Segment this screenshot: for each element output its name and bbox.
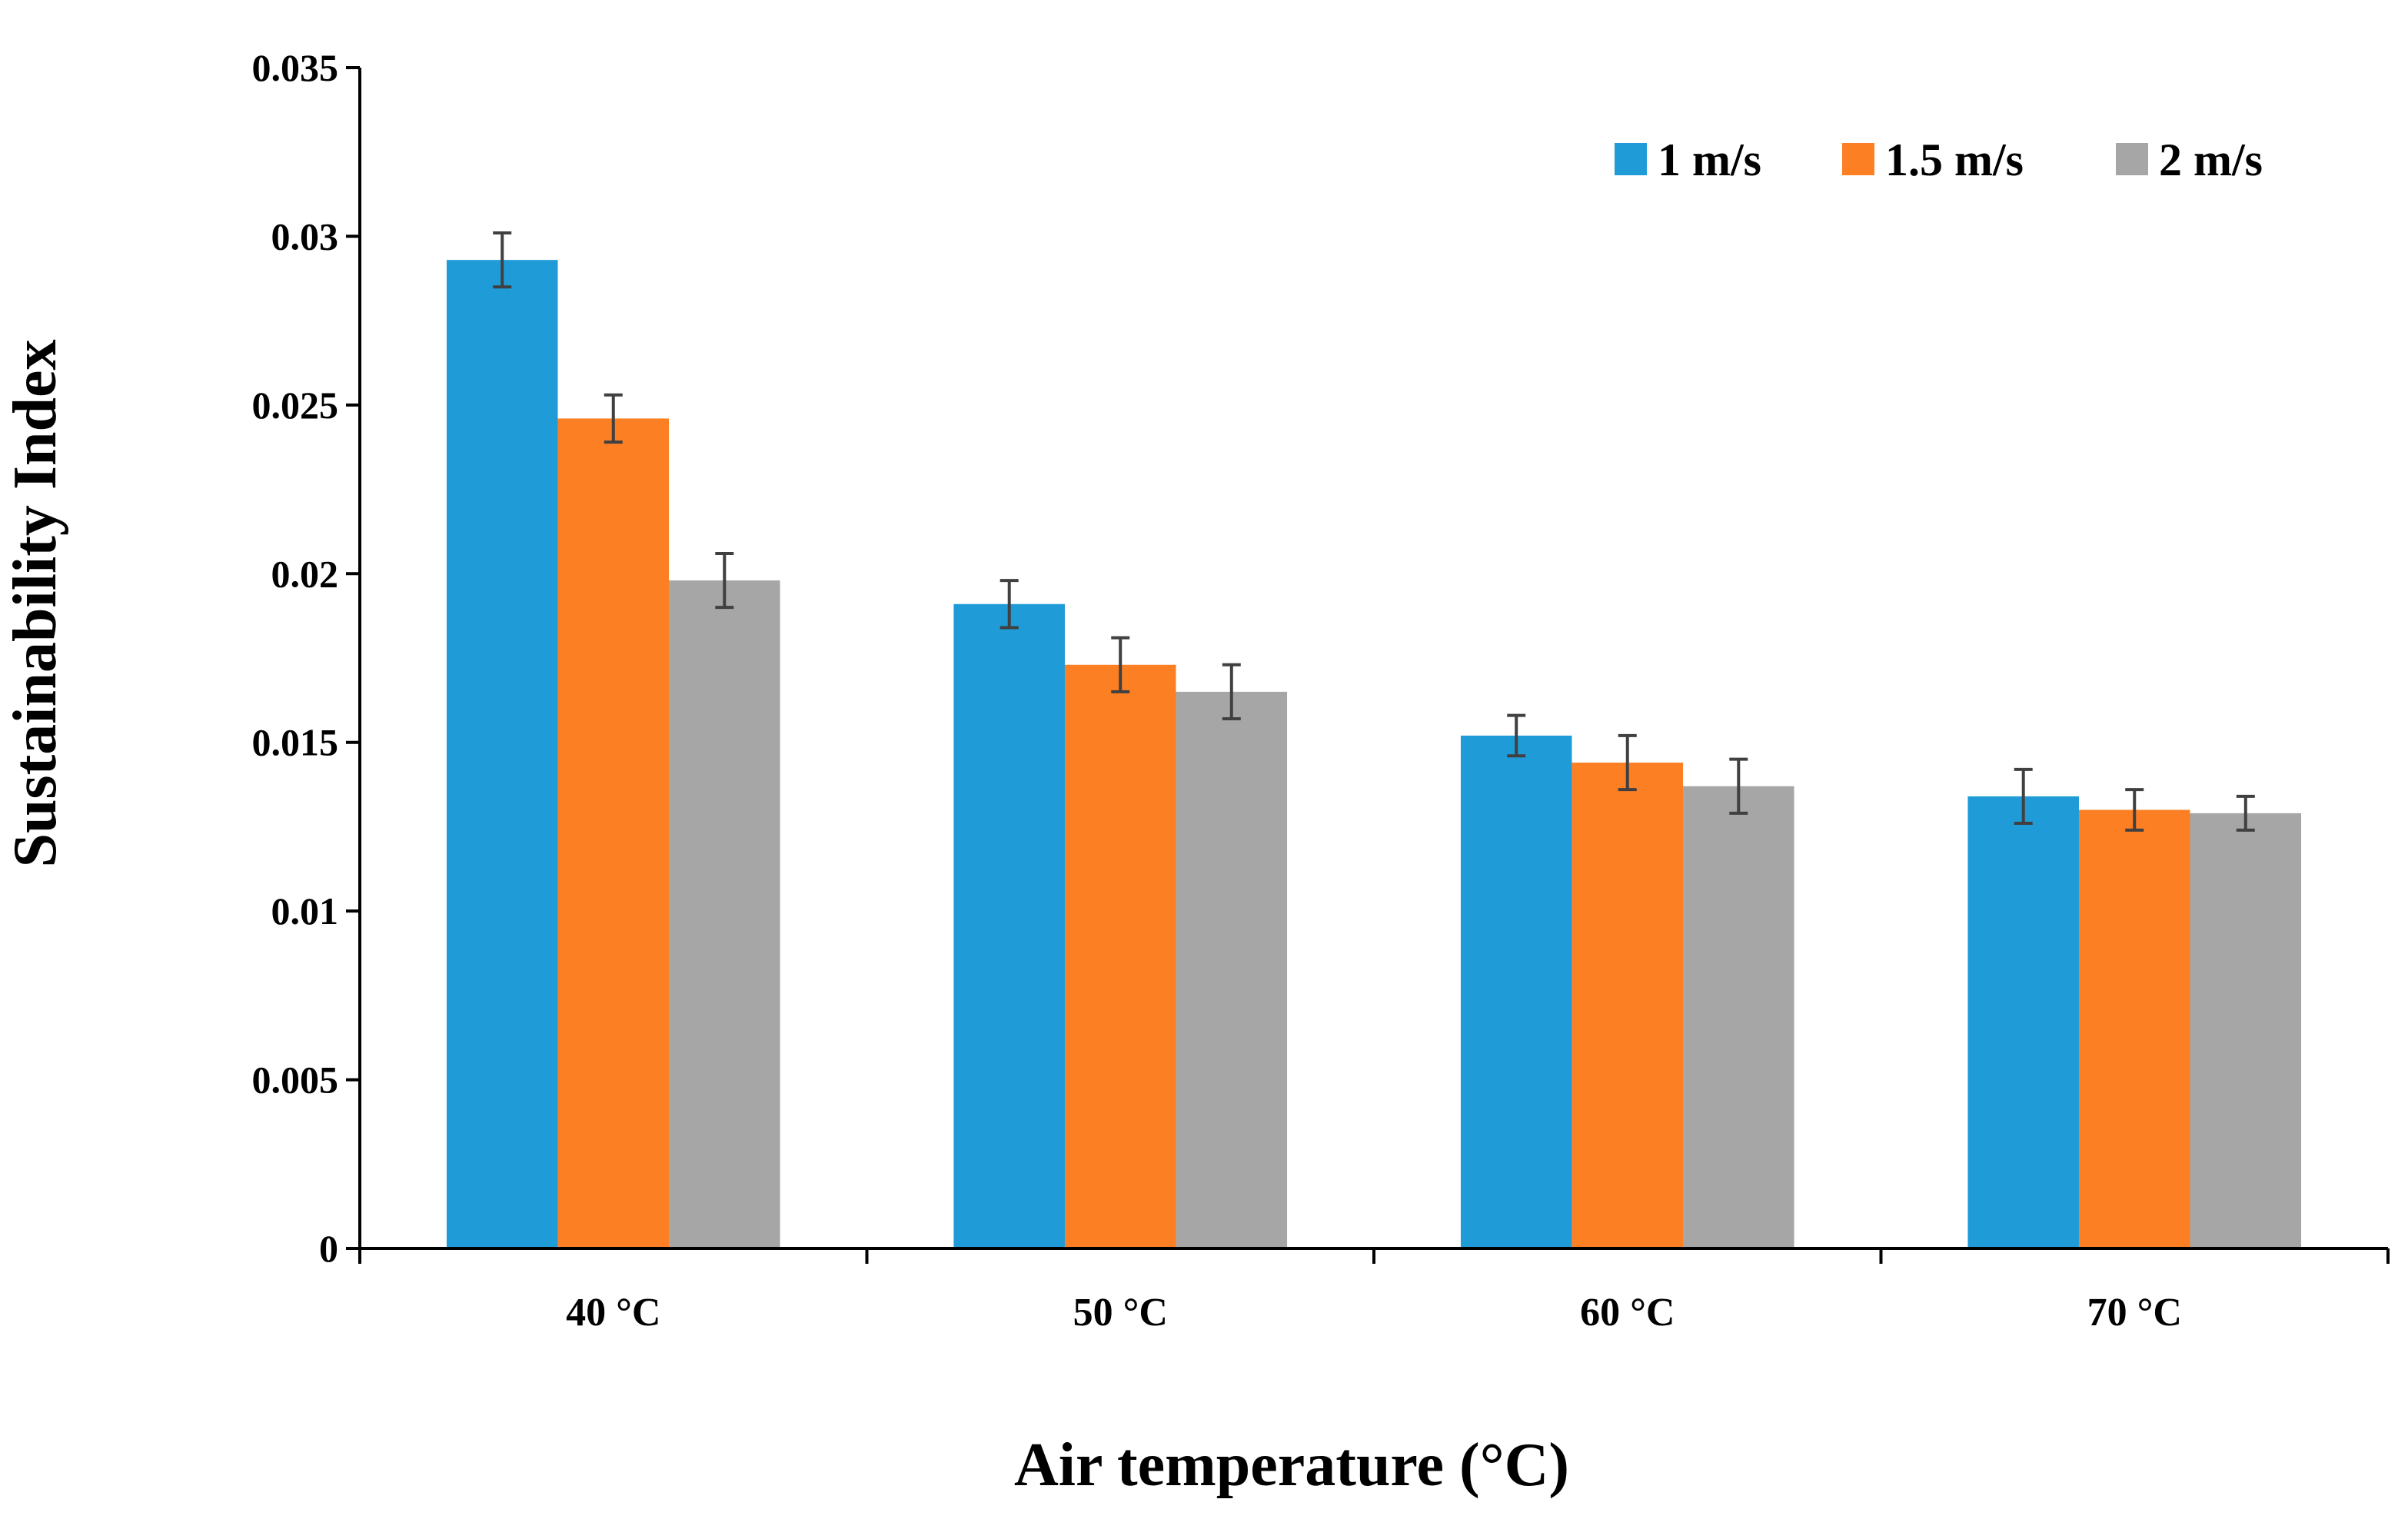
- bar: [953, 603, 1065, 1248]
- y-tick-label: 0.025: [252, 384, 339, 427]
- y-tick-label: 0: [319, 1227, 338, 1270]
- legend: 1 m/s 1.5 m/s 2 m/s: [1615, 135, 2263, 185]
- bar: [557, 418, 670, 1249]
- error-bar: [2236, 794, 2255, 832]
- legend-label: 1 m/s: [1658, 135, 1761, 185]
- bar: [446, 260, 558, 1248]
- x-category-label: 40 °C: [566, 1291, 660, 1335]
- bars-layer: [446, 260, 2302, 1249]
- legend-label: 2 m/s: [2159, 135, 2263, 185]
- bar: [1683, 786, 1794, 1248]
- error-bar: [715, 551, 734, 610]
- error-bar: [2125, 788, 2144, 832]
- y-tick-label: 0.01: [271, 889, 339, 932]
- bar: [2190, 813, 2302, 1248]
- y-tick-label: 0.035: [252, 46, 339, 89]
- bar: [1064, 664, 1176, 1248]
- error-bar: [1507, 713, 1526, 758]
- x-category-label: 70 °C: [2087, 1291, 2182, 1335]
- bar: [1967, 796, 2079, 1248]
- bar: [669, 580, 780, 1248]
- legend-entry: 2 m/s: [2116, 135, 2263, 185]
- x-category-label: 50 °C: [1073, 1291, 1168, 1335]
- y-axis-title: Sustainability Index: [2, 340, 69, 868]
- legend-label: 1.5 m/s: [1885, 135, 2024, 185]
- legend-swatch: [2116, 143, 2148, 175]
- legend-swatch: [1615, 143, 1647, 175]
- y-tick-label: 0.005: [252, 1059, 339, 1102]
- legend-entry: 1 m/s: [1615, 135, 1761, 185]
- y-tick-label: 0.015: [252, 721, 339, 764]
- bar: [1572, 763, 1684, 1248]
- x-axis-title: Air temperature (°C): [1014, 1431, 1569, 1499]
- bar: [1460, 735, 1572, 1248]
- y-ticks: 0 0.005 0.01 0.015 0.02 0.025 0.03 0.035: [252, 46, 360, 1270]
- bar: [1176, 691, 1288, 1248]
- legend-entry: 1.5 m/s: [1842, 135, 2024, 185]
- error-bar: [999, 579, 1019, 630]
- error-bar: [1729, 757, 1748, 815]
- y-tick-label: 0.03: [271, 214, 339, 258]
- error-bar: [604, 393, 623, 444]
- x-category-label: 60 °C: [1580, 1291, 1675, 1335]
- error-bar: [1618, 733, 1637, 792]
- error-bar: [2014, 767, 2033, 826]
- x-ticks: 40 °C 50 °C 60 °C 70 °C: [358, 1248, 2390, 1335]
- error-bar: [1222, 663, 1241, 720]
- y-tick-label: 0.02: [271, 552, 339, 595]
- legend-swatch: [1842, 143, 1874, 175]
- error-bar: [493, 231, 512, 289]
- error-bars-layer: [493, 231, 2255, 832]
- error-bar: [1111, 636, 1130, 693]
- bar: [2078, 809, 2190, 1248]
